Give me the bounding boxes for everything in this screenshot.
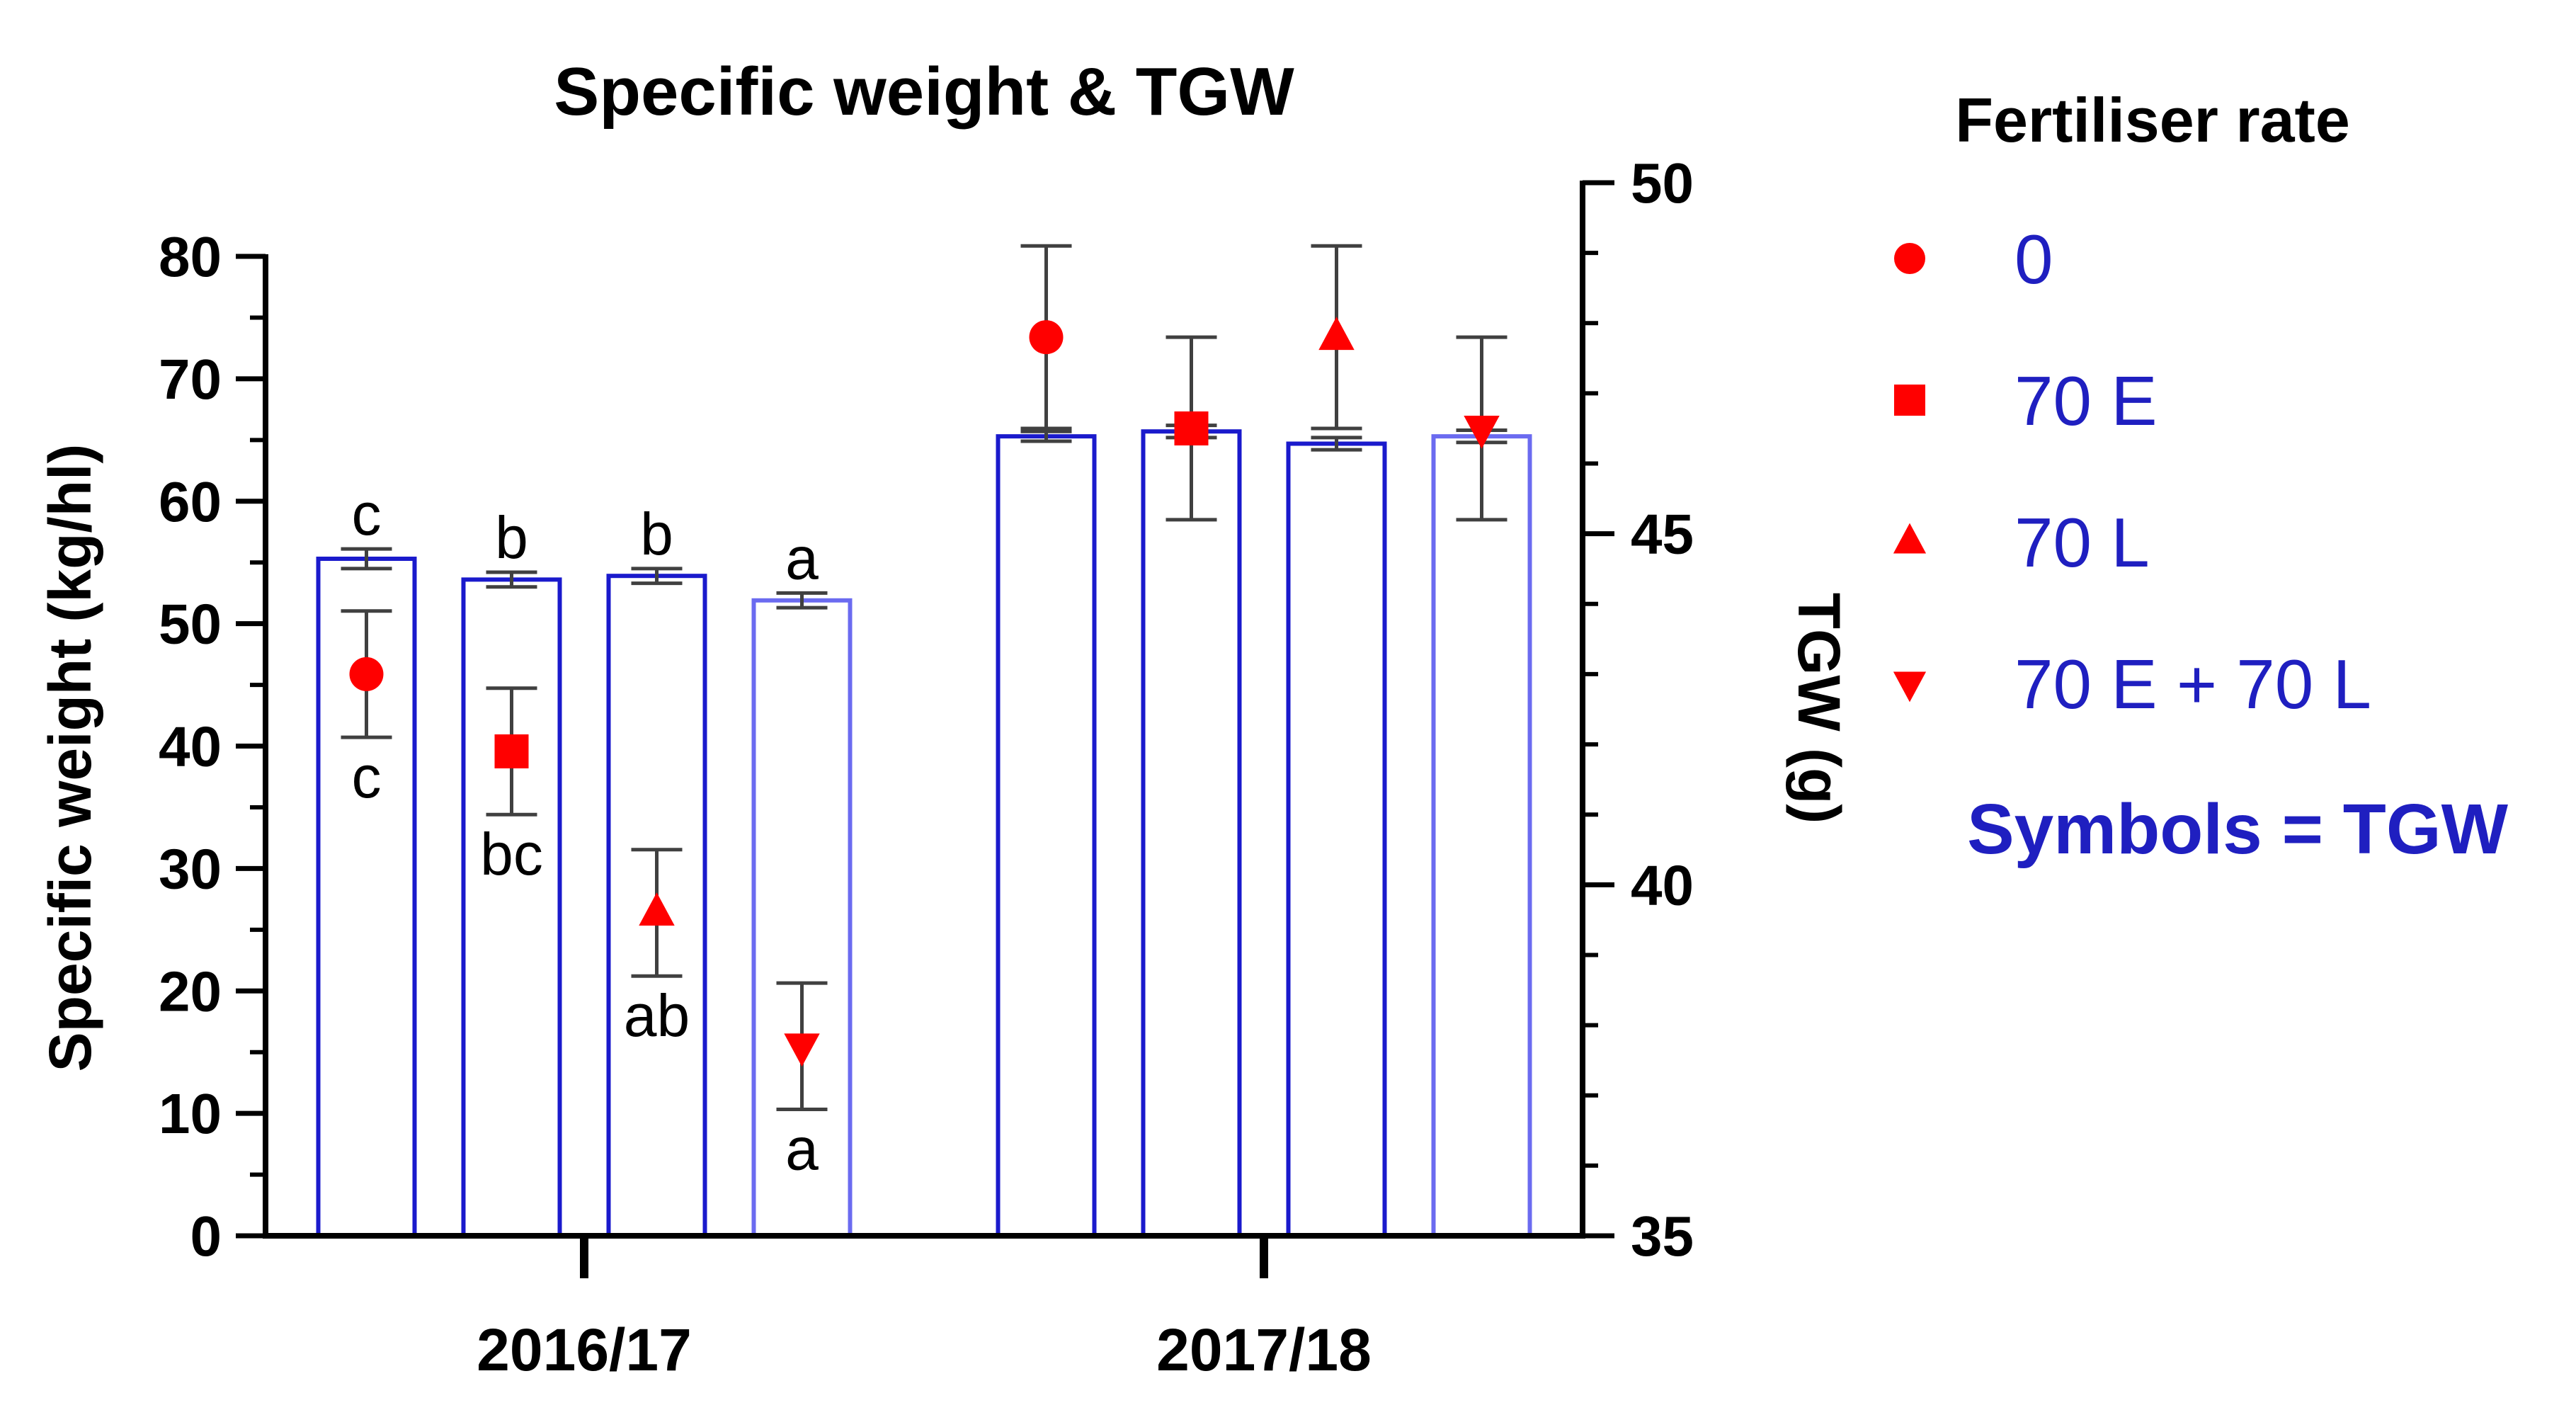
sw-significance-letter: b <box>640 501 673 567</box>
axes: 0 10 20 30 40 50 60 70 80 35 40 45 50 2016/17 2017/18 <box>159 152 1694 1383</box>
legend-marker <box>1894 243 1925 274</box>
left-tick-label: 0 <box>190 1205 222 1268</box>
tgw-point <box>639 892 675 926</box>
sw-significance-letter: b <box>495 504 528 571</box>
bar <box>1286 441 1387 1238</box>
tgw-significance-letter: ab <box>624 982 690 1049</box>
tgw-point <box>1174 411 1209 445</box>
bar <box>1141 429 1242 1238</box>
right-axis-label: TGW (g) <box>1786 593 1852 824</box>
bar <box>1431 434 1532 1238</box>
sw-significance-letter: a <box>785 525 819 591</box>
left-tick-label: 10 <box>159 1082 222 1145</box>
x-category-label: 2017/18 <box>1156 1317 1372 1383</box>
bar <box>461 577 562 1238</box>
left-tick-label: 20 <box>159 960 222 1023</box>
tgw-point <box>1318 317 1355 351</box>
legend: Fertiliser rate 0 70 E 70 L 70 E + 70 L Sym… <box>1893 85 2509 869</box>
left-axis-label: Specific weight (kg/hl) <box>37 444 103 1072</box>
legend-label: 70 E + 70 L <box>2014 645 2371 723</box>
tgw-significance-letter: a <box>785 1116 819 1183</box>
tgw-point <box>1464 415 1500 449</box>
legend-label: 70 L <box>2014 504 2150 581</box>
tgw-point <box>1029 320 1064 355</box>
legend-label: 70 E <box>2014 362 2158 440</box>
left-tick-label: 40 <box>159 715 222 778</box>
tgw-point <box>494 734 529 768</box>
plot-area: c b b a c bc ab a <box>316 244 1532 1238</box>
right-tick-label: 45 <box>1631 503 1694 566</box>
sw-significance-letter: c <box>352 481 382 547</box>
legend-title: Fertiliser rate <box>1955 85 2350 155</box>
left-tick-label: 50 <box>159 593 222 656</box>
right-tick-label: 50 <box>1631 152 1694 215</box>
chart-title: Specific weight & TGW <box>554 54 1294 130</box>
left-tick-label: 30 <box>159 837 222 900</box>
left-tick-label: 80 <box>159 225 222 288</box>
left-tick-label: 70 <box>159 348 222 411</box>
legend-marker <box>1893 671 1927 703</box>
right-tick-label: 40 <box>1631 853 1694 916</box>
right-tick-label: 35 <box>1631 1205 1694 1268</box>
bar <box>996 434 1097 1238</box>
legend-label: 0 <box>2014 220 2053 298</box>
legend-marker <box>1894 385 1925 416</box>
tgw-significance-letter: bc <box>480 821 543 887</box>
tgw-point <box>349 656 384 691</box>
left-tick-label: 60 <box>159 470 222 533</box>
x-category-label: 2016/17 <box>477 1317 692 1383</box>
tgw-significance-letter: c <box>352 744 382 810</box>
legend-marker <box>1893 523 1927 554</box>
tgw-point <box>784 1033 820 1067</box>
legend-note: Symbols = TGW <box>1967 790 2509 869</box>
